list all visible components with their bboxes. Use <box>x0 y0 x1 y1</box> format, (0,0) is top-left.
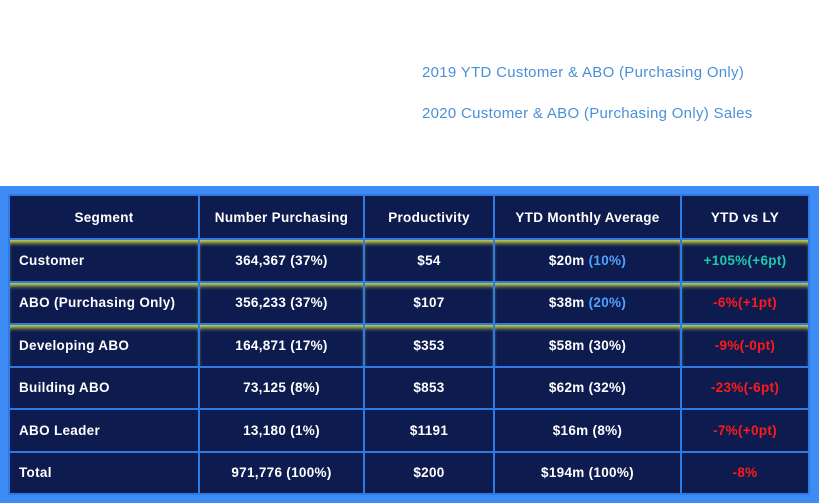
table-row: Developing ABO 164,871 (17%) $353 $58m (… <box>8 323 810 368</box>
cell-ytd-vs-ly: -6%(+1pt) <box>680 280 810 325</box>
avg-value: $38m <box>548 295 585 311</box>
header-number-purchasing: Number Purchasing <box>198 194 365 240</box>
cell-segment: Total <box>8 450 200 495</box>
cell-number: 971,776 (100%) <box>198 450 365 495</box>
cell-monthly-average: $194m (100%) <box>493 450 682 495</box>
avg-value: $20m <box>548 252 585 268</box>
cell-ytd-vs-ly: +105%(+6pt) <box>680 238 810 283</box>
table-row: Building ABO 73,125 (8%) $853 $62m (32%)… <box>8 365 810 410</box>
table-row-total: Total 971,776 (100%) $200 $194m (100%) -… <box>8 450 810 495</box>
header-segment: Segment <box>8 194 200 240</box>
header-ytd-monthly-average: YTD Monthly Average <box>493 194 682 240</box>
cell-segment: Developing ABO <box>8 323 200 368</box>
cell-monthly-average: $38m (20%) <box>493 280 682 325</box>
cell-monthly-average: $62m (32%) <box>493 365 682 410</box>
header-productivity: Productivity <box>363 194 495 240</box>
avg-percent: (10%) <box>588 252 627 268</box>
table-header-row: Segment Number Purchasing Productivity Y… <box>8 194 810 240</box>
cell-number: 356,233 (37%) <box>198 280 365 325</box>
cell-number: 73,125 (8%) <box>198 365 365 410</box>
headline-2019: 2019 YTD Customer & ABO (Purchasing Only… <box>422 64 745 81</box>
cell-segment: ABO (Purchasing Only) <box>8 280 200 325</box>
cell-segment: Customer <box>8 238 200 283</box>
table-row: ABO Leader 13,180 (1%) $1191 $16m (8%) -… <box>8 408 810 453</box>
cell-ytd-vs-ly: -8% <box>680 450 810 495</box>
cell-productivity: $54 <box>363 238 495 283</box>
cell-number: 364,367 (37%) <box>198 238 365 283</box>
cell-productivity: $200 <box>363 450 495 495</box>
cell-monthly-average: $20m (10%) <box>493 238 682 283</box>
cell-ytd-vs-ly: -7%(+0pt) <box>680 408 810 453</box>
cell-monthly-average: $58m (30%) <box>493 323 682 368</box>
segment-table: Segment Number Purchasing Productivity Y… <box>8 194 810 495</box>
cell-productivity: $353 <box>363 323 495 368</box>
cell-ytd-vs-ly: -23%(-6pt) <box>680 365 810 410</box>
headline-2020: 2020 Customer & ABO (Purchasing Only) Sa… <box>422 105 753 122</box>
cell-productivity: $853 <box>363 365 495 410</box>
cell-productivity: $1191 <box>363 408 495 453</box>
cell-segment: ABO Leader <box>8 408 200 453</box>
header-ytd-vs-ly: YTD vs LY <box>680 194 810 240</box>
cell-monthly-average: $16m (8%) <box>493 408 682 453</box>
cell-number: 13,180 (1%) <box>198 408 365 453</box>
cell-segment: Building ABO <box>8 365 200 410</box>
avg-percent: (20%) <box>588 295 627 311</box>
cell-number: 164,871 (17%) <box>198 323 365 368</box>
table-row: ABO (Purchasing Only) 356,233 (37%) $107… <box>8 280 810 325</box>
cell-ytd-vs-ly: -9%(-0pt) <box>680 323 810 368</box>
cell-productivity: $107 <box>363 280 495 325</box>
table-row: Customer 364,367 (37%) $54 $20m (10%) +1… <box>8 238 810 283</box>
